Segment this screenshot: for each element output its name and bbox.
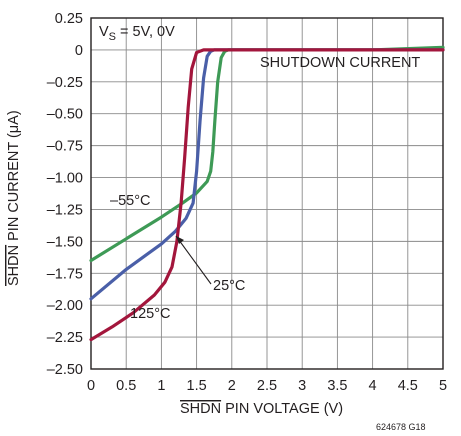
y-tick-label: –2.50 xyxy=(47,362,83,378)
x-tick-label: 4.5 xyxy=(398,378,418,394)
y-tick-label: –0.75 xyxy=(47,139,83,155)
x-tick-label: 3 xyxy=(298,378,306,394)
series-line-2 xyxy=(89,48,445,342)
y-axis-title: SHDN PIN CURRENT (μA) xyxy=(6,110,22,286)
y-tick-label: 0.25 xyxy=(55,11,83,27)
x-tick-label: 3.5 xyxy=(327,378,347,394)
plot-frame xyxy=(90,17,444,370)
y-tick-label: –1.00 xyxy=(47,171,83,187)
y-tick-label: –2.00 xyxy=(47,298,83,314)
condition-label: VS = 5V, 0V xyxy=(99,24,175,43)
curve-label: SHUTDOWN CURRENT xyxy=(260,55,420,71)
y-tick-label: 0 xyxy=(75,43,83,59)
y-tick-label: –1.50 xyxy=(47,234,83,250)
y-tick-label: –0.25 xyxy=(47,75,83,91)
x-tick-label: 4 xyxy=(369,378,377,394)
x-tick-label: 0 xyxy=(87,378,95,394)
y-tick-label: –1.75 xyxy=(47,266,83,282)
figure-id: 624678 G18 xyxy=(376,422,426,432)
y-tick-label: –1.25 xyxy=(47,202,83,218)
y-tick-label: –2.25 xyxy=(47,330,83,346)
y-tick-label: –0.50 xyxy=(47,107,83,123)
x-tick-label: 5 xyxy=(439,378,447,394)
y-tick-labels: 0.25 0 –0.25 –0.50 –0.75 –1.00 –1.25 –1.50 –1.75… xyxy=(47,11,83,378)
x-tick-label: 2 xyxy=(228,378,236,394)
annotation-arrow-25c xyxy=(175,235,212,285)
x-tick-labels: 0 0.5 1 1.5 2 2.5 3 3.5 4 4.5 5 xyxy=(87,378,447,394)
series-label-25c: 25°C xyxy=(213,278,245,294)
x-tick-label: 1.5 xyxy=(187,378,207,394)
x-tick-label: 1 xyxy=(157,378,165,394)
series-label-minus55c: –55°C xyxy=(110,193,150,209)
annotation-arrowhead-25c xyxy=(176,236,184,244)
series-lines xyxy=(89,45,445,342)
x-tick-label: 0.5 xyxy=(116,378,136,394)
series-label-125c: 125°C xyxy=(130,306,170,322)
x-tick-label: 2.5 xyxy=(257,378,277,394)
x-axis-title: SHDN PIN VOLTAGE (V) xyxy=(180,401,343,417)
